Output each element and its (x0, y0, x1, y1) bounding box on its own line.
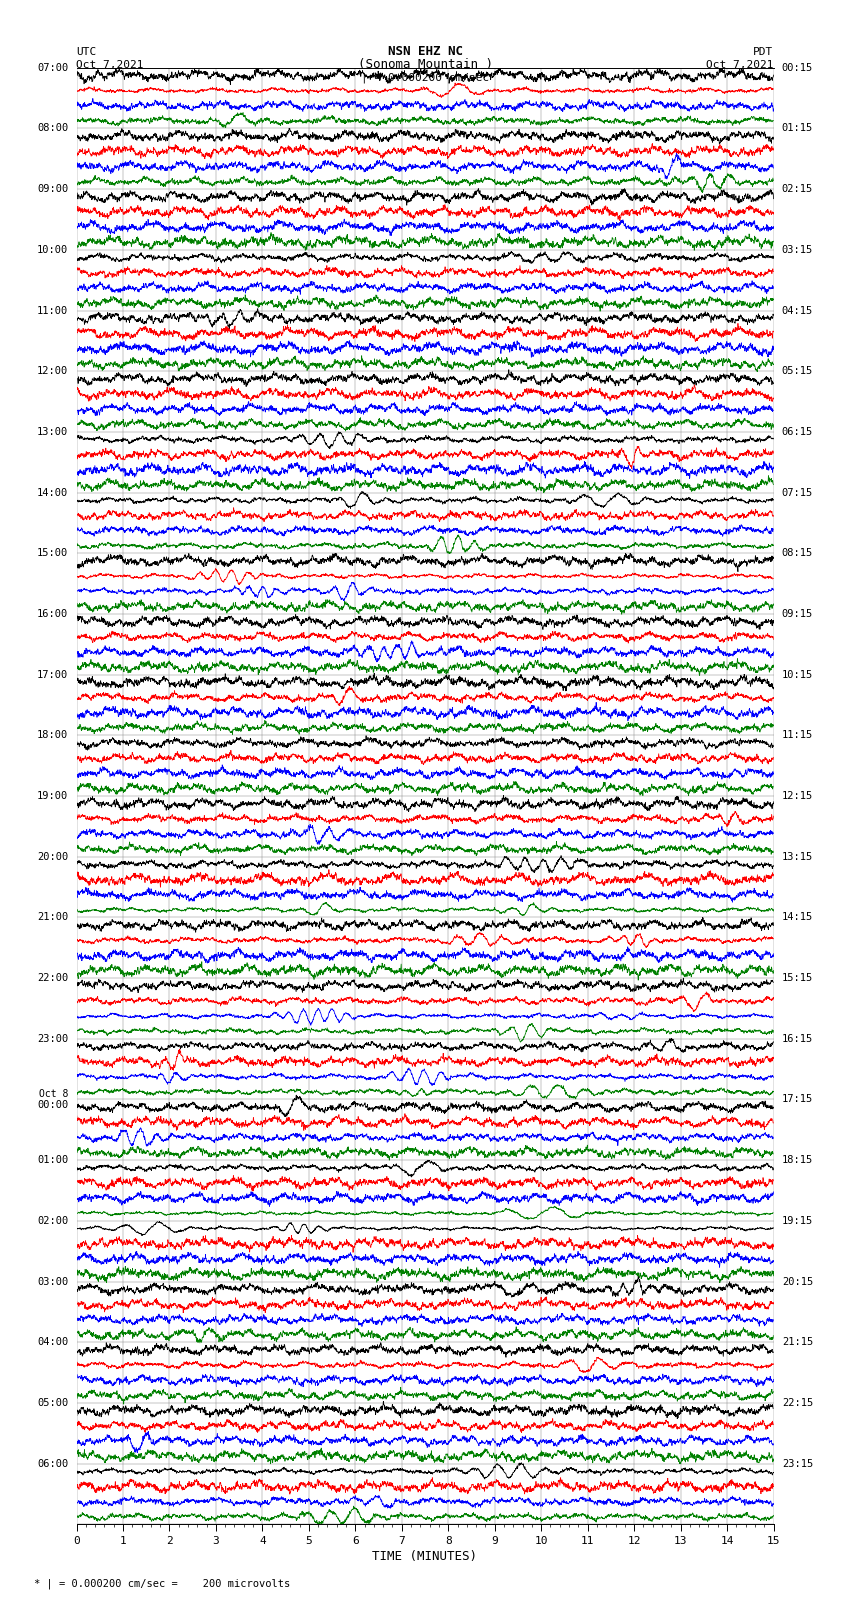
Text: 09:00: 09:00 (37, 184, 68, 194)
Text: 04:15: 04:15 (782, 305, 813, 316)
Text: PDT: PDT (753, 47, 774, 56)
Text: 08:15: 08:15 (782, 548, 813, 558)
Text: 18:00: 18:00 (37, 731, 68, 740)
Text: 23:00: 23:00 (37, 1034, 68, 1044)
Text: Oct 8: Oct 8 (39, 1089, 68, 1098)
Text: 12:15: 12:15 (782, 790, 813, 802)
Text: 20:00: 20:00 (37, 852, 68, 861)
Text: 22:00: 22:00 (37, 973, 68, 982)
Text: Oct 7,2021: Oct 7,2021 (706, 60, 774, 69)
Text: 10:00: 10:00 (37, 245, 68, 255)
Text: 11:00: 11:00 (37, 305, 68, 316)
Text: 11:15: 11:15 (782, 731, 813, 740)
Text: 14:15: 14:15 (782, 913, 813, 923)
Text: 05:00: 05:00 (37, 1398, 68, 1408)
Text: 13:15: 13:15 (782, 852, 813, 861)
Text: 20:15: 20:15 (782, 1276, 813, 1287)
Text: 09:15: 09:15 (782, 610, 813, 619)
Text: | = 0.000200 cm/sec: | = 0.000200 cm/sec (361, 73, 489, 82)
Text: 05:15: 05:15 (782, 366, 813, 376)
Text: 14:00: 14:00 (37, 487, 68, 497)
X-axis label: TIME (MINUTES): TIME (MINUTES) (372, 1550, 478, 1563)
Text: 15:00: 15:00 (37, 548, 68, 558)
Text: 06:00: 06:00 (37, 1458, 68, 1468)
Text: 03:15: 03:15 (782, 245, 813, 255)
Text: 01:15: 01:15 (782, 124, 813, 134)
Text: 23:15: 23:15 (782, 1458, 813, 1468)
Text: 13:00: 13:00 (37, 427, 68, 437)
Text: 02:15: 02:15 (782, 184, 813, 194)
Text: 01:00: 01:00 (37, 1155, 68, 1165)
Text: Oct 7,2021: Oct 7,2021 (76, 60, 144, 69)
Text: NSN EHZ NC: NSN EHZ NC (388, 45, 462, 58)
Text: 15:15: 15:15 (782, 973, 813, 982)
Text: 21:00: 21:00 (37, 913, 68, 923)
Text: 04:00: 04:00 (37, 1337, 68, 1347)
Text: 16:15: 16:15 (782, 1034, 813, 1044)
Text: 07:15: 07:15 (782, 487, 813, 497)
Text: 18:15: 18:15 (782, 1155, 813, 1165)
Text: 19:00: 19:00 (37, 790, 68, 802)
Text: 08:00: 08:00 (37, 124, 68, 134)
Text: 07:00: 07:00 (37, 63, 68, 73)
Text: 12:00: 12:00 (37, 366, 68, 376)
Text: 17:15: 17:15 (782, 1095, 813, 1105)
Text: 17:00: 17:00 (37, 669, 68, 679)
Text: 21:15: 21:15 (782, 1337, 813, 1347)
Text: * | = 0.000200 cm/sec =    200 microvolts: * | = 0.000200 cm/sec = 200 microvolts (34, 1579, 290, 1589)
Text: 10:15: 10:15 (782, 669, 813, 679)
Text: 00:15: 00:15 (782, 63, 813, 73)
Text: (Sonoma Mountain ): (Sonoma Mountain ) (358, 58, 492, 71)
Text: 02:00: 02:00 (37, 1216, 68, 1226)
Text: 16:00: 16:00 (37, 610, 68, 619)
Text: UTC: UTC (76, 47, 97, 56)
Text: 00:00: 00:00 (37, 1100, 68, 1110)
Text: 03:00: 03:00 (37, 1276, 68, 1287)
Text: 06:15: 06:15 (782, 427, 813, 437)
Text: 19:15: 19:15 (782, 1216, 813, 1226)
Text: 22:15: 22:15 (782, 1398, 813, 1408)
